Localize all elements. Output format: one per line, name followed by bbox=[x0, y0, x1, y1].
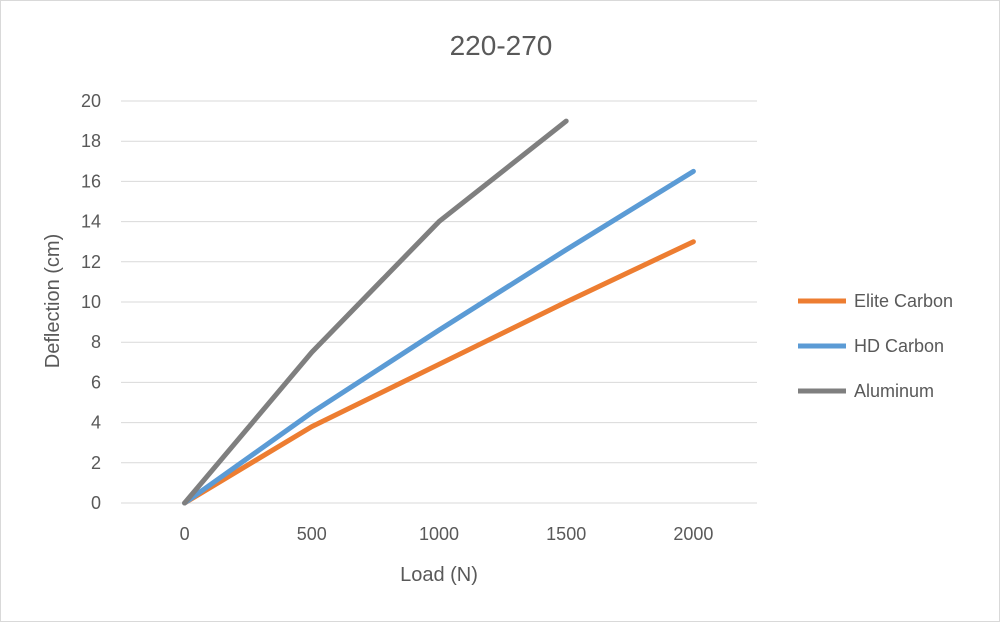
y-tick-label: 18 bbox=[81, 131, 101, 151]
legend-label: Elite Carbon bbox=[854, 291, 953, 311]
legend: Elite Carbon HD Carbon Aluminum bbox=[798, 291, 953, 401]
y-tick-label: 16 bbox=[81, 171, 101, 191]
y-tick-label: 20 bbox=[81, 91, 101, 111]
series-lines bbox=[182, 118, 696, 506]
legend-label: HD Carbon bbox=[854, 336, 944, 356]
y-tick-label: 0 bbox=[91, 493, 101, 513]
series-line-elite-carbon bbox=[182, 239, 696, 506]
y-tick-label: 2 bbox=[91, 453, 101, 473]
y-axis-title: Deflection (cm) bbox=[42, 234, 64, 368]
gridlines bbox=[121, 100, 757, 504]
y-tick-label: 12 bbox=[81, 252, 101, 272]
y-tick-label: 6 bbox=[91, 372, 101, 392]
y-tick-label: 4 bbox=[91, 413, 101, 433]
y-axis-ticks: 0 2 4 6 8 10 12 14 16 18 20 bbox=[81, 91, 101, 513]
chart-title: 220-270 bbox=[450, 30, 553, 61]
x-tick-label: 1500 bbox=[546, 524, 586, 544]
x-axis-title: Load (N) bbox=[400, 564, 478, 586]
y-tick-label: 10 bbox=[81, 292, 101, 312]
series-line-hd-carbon bbox=[182, 168, 696, 506]
series-line-aluminum bbox=[182, 118, 569, 506]
y-tick-label: 14 bbox=[81, 212, 101, 232]
x-tick-label: 2000 bbox=[673, 524, 713, 544]
x-axis-ticks: 0 500 1000 1500 2000 bbox=[180, 524, 714, 544]
x-tick-label: 500 bbox=[297, 524, 327, 544]
y-tick-label: 8 bbox=[91, 332, 101, 352]
x-tick-label: 1000 bbox=[419, 524, 459, 544]
legend-label: Aluminum bbox=[854, 381, 934, 401]
x-tick-label: 0 bbox=[180, 524, 190, 544]
